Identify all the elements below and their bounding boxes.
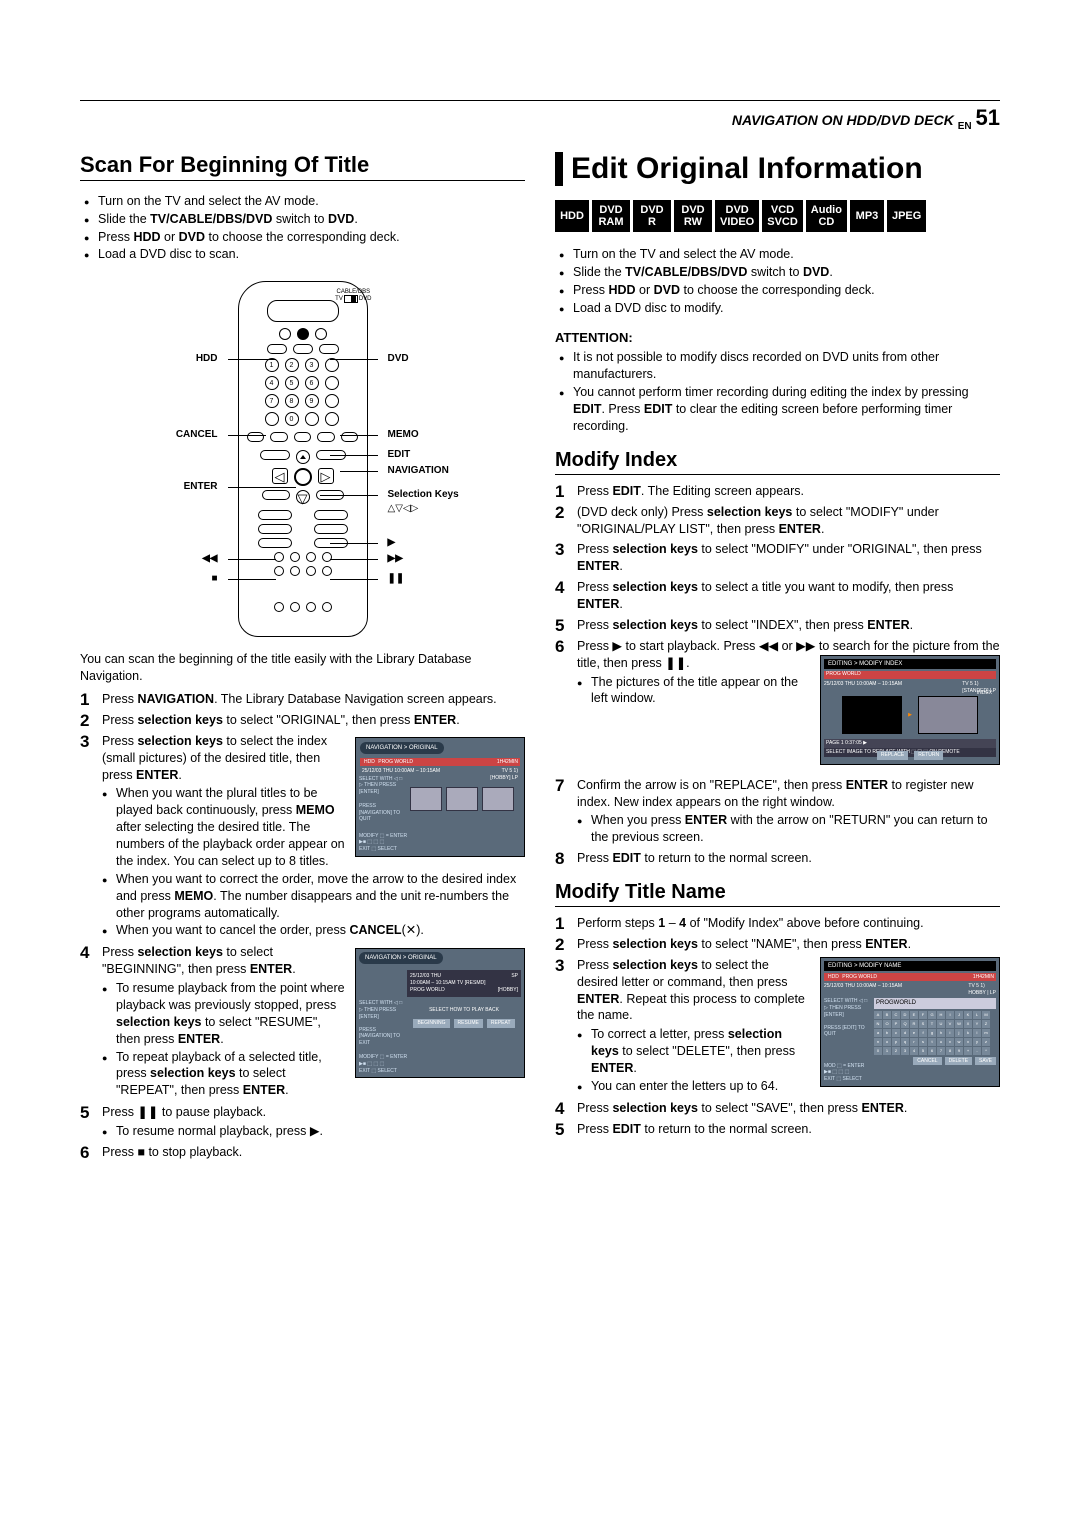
page-number: 51 (976, 105, 1000, 130)
list-item: To resume playback from the point where … (102, 980, 525, 1048)
tv-label: TV (335, 296, 343, 302)
modify-title-name-steps: Perform steps 1 – 4 of "Modify Index" ab… (555, 915, 1000, 1138)
mi-step-7: Confirm the arrow is on "REPLACE", then … (577, 777, 1000, 847)
attention-label: ATTENTION: (555, 330, 1000, 345)
remote-diagram: CABLE/DBS TV DVD (80, 281, 525, 637)
right-setup-list: Turn on the TV and select the AV mode.Sl… (555, 246, 1000, 317)
mi-step-5: Press selection keys to select "INDEX", … (577, 617, 1000, 634)
modify-title-name-title: Modify Title Name (555, 881, 1000, 907)
screen-modify-index: EDITING > MODIFY INDEX PROG WORLD 25/12/… (820, 655, 1000, 765)
mtn-step-5: Press EDIT to return to the normal scree… (577, 1121, 1000, 1138)
scan-title: Scan For Beginning Of Title (80, 152, 525, 181)
nav-title: NAVIGATION ON HDD/DVD DECK (732, 112, 954, 128)
list-item: To correct a letter, press selection key… (577, 1026, 1000, 1077)
format-badges: HDDDVDRAMDVDRDVDRWDVDVIDEOVCDSVCDAudioCD… (555, 200, 1000, 232)
list-item: Press HDD or DVD to choose the correspon… (98, 229, 525, 246)
scan-intro: You can scan the beginning of the title … (80, 651, 525, 685)
selection-symbols: △▽◁▷ (368, 503, 419, 514)
mi-7-sub: When you press ENTER with the arrow on "… (577, 812, 1000, 846)
screen1-title: NAVIGATION > ORIGINAL (360, 742, 444, 754)
right-column: Edit Original Information HDDDVDRAMDVDRD… (555, 152, 1000, 1165)
modify-index-title: Modify Index (555, 449, 1000, 475)
mi-step-1: Press EDIT. The Editing screen appears. (577, 483, 1000, 500)
list-item: Slide the TV/CABLE/DBS/DVD switch to DVD… (98, 211, 525, 228)
attention-list: It is not possible to modify discs recor… (555, 349, 1000, 434)
format-badge: DVDR (633, 200, 671, 232)
mi-step-8: Press EDIT to return to the normal scree… (577, 850, 1000, 867)
format-badge: MP3 (850, 200, 884, 232)
mi-step-3: Press selection keys to select "MODIFY" … (577, 541, 1000, 575)
screen2-title: NAVIGATION > ORIGINAL (359, 952, 443, 964)
format-badge: DVDVIDEO (715, 200, 759, 232)
list-item: When you want the plural titles to be pl… (102, 785, 525, 869)
edit-title-wrap: Edit Original Information (555, 152, 1000, 186)
list-item: Press HDD or DVD to choose the correspon… (573, 282, 1000, 299)
list-item: Turn on the TV and select the AV mode. (98, 193, 525, 210)
mi-step-6: Press ▶ to start playback. Press ◀◀ or ▶… (577, 638, 1000, 773)
mtn-step-2: Press selection keys to select "NAME", t… (577, 936, 1000, 953)
format-badge: DVDRW (674, 200, 712, 232)
list-item: Turn on the TV and select the AV mode. (573, 246, 1000, 263)
step-4: NAVIGATION > ORIGINAL SELECT WITH ◁ □ ▷ … (102, 944, 525, 1100)
selection-label: Selection Keys (368, 489, 459, 500)
list-item: You can enter the letters up to 64. (577, 1078, 1000, 1095)
dvd-label-2: DVD (359, 296, 372, 302)
accent-bar (555, 152, 563, 186)
mtn-step-4: Press selection keys to select "SAVE", t… (577, 1100, 1000, 1117)
step-1: Press NAVIGATION. The Library Database N… (102, 691, 525, 708)
format-badge: JPEG (887, 200, 926, 232)
step-6: Press ■ to stop playback. (102, 1144, 525, 1161)
list-item: It is not possible to modify discs recor… (573, 349, 1000, 383)
list-item: When you want to cancel the order, press… (102, 922, 525, 939)
format-badge: AudioCD (806, 200, 847, 232)
format-badge: VCDSVCD (762, 200, 803, 232)
mtn-step-3: EDITING > MODIFY NAME HDD PROG WORLD 1H4… (577, 957, 1000, 1096)
lang-label: EN (958, 121, 972, 132)
step-3: NAVIGATION > ORIGINAL HDD PROG WORLD 1H4… (102, 733, 525, 941)
list-item: Load a DVD disc to modify. (573, 300, 1000, 317)
list-item: Slide the TV/CABLE/DBS/DVD switch to DVD… (573, 264, 1000, 281)
mi-step-2: (DVD deck only) Press selection keys to … (577, 504, 1000, 538)
step-5: Press ❚❚ to pause playback. To resume no… (102, 1104, 525, 1140)
scan-steps: Press NAVIGATION. The Library Database N… (80, 691, 525, 1161)
remote-outline: CABLE/DBS TV DVD (238, 281, 368, 637)
navigation-label: NAVIGATION (368, 465, 449, 476)
list-item: To resume normal playback, press ▶. (102, 1123, 525, 1140)
left-setup-list: Turn on the TV and select the AV mode.Sl… (80, 193, 525, 264)
list-item: Load a DVD disc to scan. (98, 246, 525, 263)
mtn-step-1: Perform steps 1 – 4 of "Modify Index" ab… (577, 915, 1000, 932)
list-item: When you want to correct the order, move… (102, 871, 525, 922)
edit-title: Edit Original Information (571, 152, 923, 186)
mi-6-sub: The pictures of the title appear on the … (577, 674, 1000, 708)
step-2: Press selection keys to select "ORIGINAL… (102, 712, 525, 729)
header-line: NAVIGATION ON HDD/DVD DECK EN 51 (80, 105, 1000, 132)
page-header: NAVIGATION ON HDD/DVD DECK EN 51 (80, 100, 1000, 132)
mi-step-4: Press selection keys to select a title y… (577, 579, 1000, 613)
modify-index-steps: Press EDIT. The Editing screen appears. … (555, 483, 1000, 867)
format-badge: DVDRAM (592, 200, 630, 232)
left-column: Scan For Beginning Of Title Turn on the … (80, 152, 525, 1165)
list-item: To repeat playback of a selected title, … (102, 1049, 525, 1100)
list-item: You cannot perform timer recording durin… (573, 384, 1000, 435)
format-badge: HDD (555, 200, 589, 232)
